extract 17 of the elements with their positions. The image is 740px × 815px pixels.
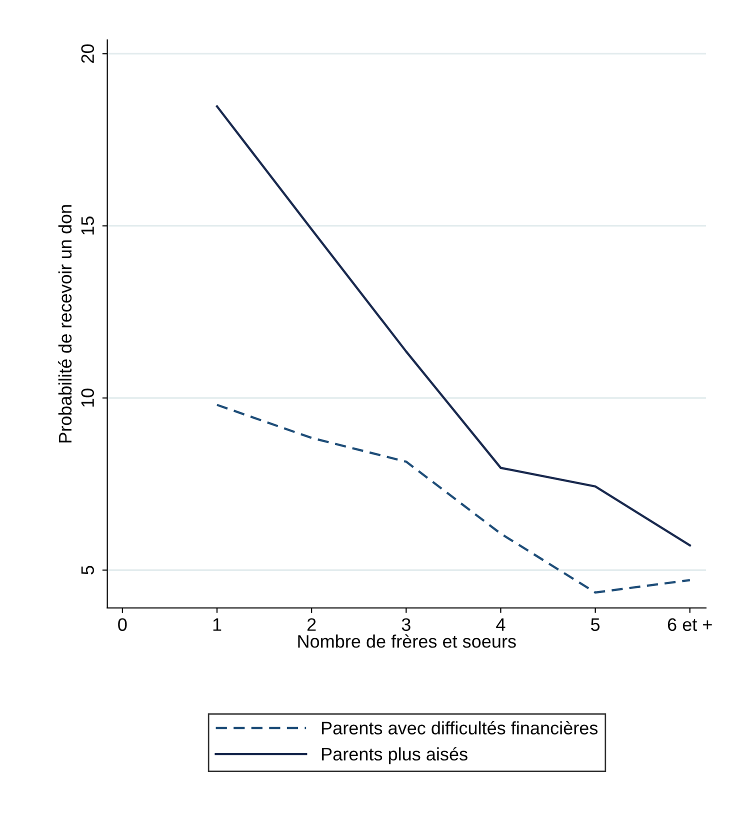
x-tick-label: 3	[402, 618, 410, 631]
y-tick-label: 20	[81, 44, 94, 63]
legend-label: Parents avec difficultés financières	[322, 721, 598, 734]
x-tick-label: 4	[496, 618, 506, 631]
x-tick-label: 2	[307, 618, 316, 631]
legend-label: Parents plus aisés	[322, 747, 468, 764]
x-tick-label: 1	[213, 618, 222, 631]
y-tick-label: 10	[81, 388, 94, 407]
y-tick-label: 5	[81, 566, 94, 574]
x-axis-title: Nombre de frères et soeurs	[298, 634, 516, 648]
line-series	[216, 105, 691, 546]
x-tick-label: 6 et +	[668, 618, 712, 631]
line-series	[216, 404, 691, 594]
x-tick-label: 5	[591, 618, 600, 631]
y-tick-label: 15	[81, 216, 94, 235]
y-axis-title: Probabilité de recevoir un don	[58, 205, 72, 442]
x-tick-label: 0	[118, 618, 127, 631]
